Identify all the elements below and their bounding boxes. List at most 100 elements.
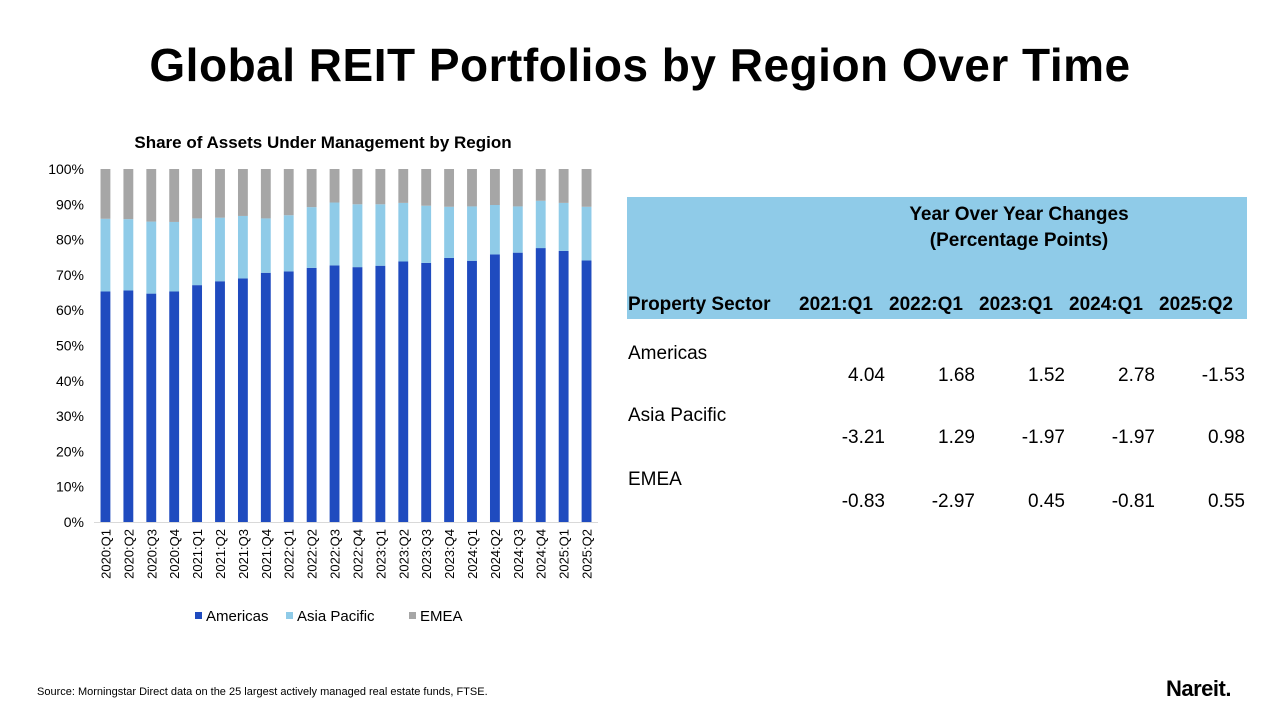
bar-segment	[581, 169, 592, 207]
bar-segment	[215, 217, 225, 282]
bar-segment	[535, 169, 546, 201]
x-tick-label: 2021:Q4	[259, 529, 274, 579]
y-tick-label: 80%	[56, 232, 84, 248]
bar-segment	[237, 169, 248, 216]
x-tick-label: 2021:Q2	[213, 529, 228, 579]
cell-value: 2.78	[1118, 365, 1155, 386]
col-header-2021q1: 2021:Q1	[799, 294, 873, 315]
bar-segment	[444, 206, 455, 258]
bar-segment	[237, 215, 248, 279]
bar-segment	[329, 169, 340, 203]
y-tick-label: 0%	[64, 514, 84, 530]
x-tick-label: 2023:Q2	[396, 529, 411, 579]
cell-value: -1.97	[1111, 427, 1155, 448]
bar-segment	[146, 293, 157, 522]
chart-title: Share of Assets Under Management by Regi…	[134, 133, 511, 152]
cell-value: 1.68	[938, 365, 975, 386]
x-tick-label: 2023:Q1	[373, 529, 388, 579]
y-tick-label: 40%	[56, 373, 84, 389]
x-tick-label: 2020:Q1	[98, 529, 113, 579]
cell-value: -0.83	[841, 491, 885, 512]
y-tick-label: 90%	[56, 196, 84, 212]
bar-segment	[306, 267, 317, 522]
legend-label: Asia Pacific	[297, 608, 375, 625]
legend-label: Americas	[206, 608, 269, 625]
legend-swatch	[409, 612, 416, 619]
x-tick-label: 2024:Q1	[465, 529, 480, 579]
cell-value: 1.29	[938, 427, 975, 448]
table-row-emea: EMEA -0.83 -2.97 0.45 -0.81 0.55	[627, 447, 1247, 512]
bar-segment	[558, 169, 569, 203]
bar-segment	[169, 221, 180, 292]
bar-segment	[467, 260, 477, 522]
yoy-column-headers: Property Sector 2021:Q1 2022:Q1 2023:Q1 …	[627, 294, 1247, 318]
page-title: Global REIT Portfolios by Region Over Ti…	[149, 39, 1131, 91]
bar-segment	[421, 262, 432, 522]
yoy-title-line2: (Percentage Points)	[929, 230, 1109, 251]
yoy-table: Year Over Year Changes (Percentage Point…	[627, 197, 1247, 512]
x-tick-label: 2024:Q2	[488, 529, 503, 579]
x-tick-label: 2024:Q4	[534, 529, 549, 579]
bar-segment	[192, 218, 203, 286]
bar-segment	[535, 200, 546, 249]
bar-segment	[581, 206, 592, 261]
bar-segment	[306, 169, 317, 208]
x-tick-label: 2022:Q3	[328, 529, 343, 579]
bar-segment	[146, 221, 157, 294]
y-tick-label: 100%	[48, 161, 84, 177]
bar-segment	[489, 205, 500, 255]
legend-label: EMEA	[420, 608, 463, 625]
bar-segment	[581, 260, 592, 522]
bar-segment	[123, 169, 134, 220]
cell-value: 4.04	[848, 365, 885, 386]
bar-segment	[237, 278, 248, 522]
bar-segment	[169, 169, 180, 222]
row-label: Asia Pacific	[628, 405, 727, 426]
bar-segment	[100, 218, 111, 292]
logo-text: Nareit	[1166, 676, 1226, 701]
nareit-logo: Nareit.	[1166, 676, 1231, 702]
col-header-2022q1: 2022:Q1	[889, 294, 963, 315]
cell-value: -1.97	[1021, 427, 1065, 448]
x-tick-label: 2025:Q1	[557, 529, 572, 579]
bar-segment	[192, 285, 203, 522]
yoy-table-header: Year Over Year Changes (Percentage Point…	[627, 197, 1247, 319]
bar-segment	[283, 271, 294, 522]
col-header-2023q1: 2023:Q1	[979, 294, 1053, 315]
bar-segment	[558, 202, 569, 251]
stacked-bar-chart: Share of Assets Under Management by Regi…	[48, 133, 598, 625]
legend-swatch	[286, 612, 293, 619]
bar-segment	[558, 250, 569, 522]
x-tick-label: 2022:Q4	[350, 529, 365, 579]
bar-segment	[467, 206, 477, 261]
logo-mark: .	[1225, 676, 1231, 701]
legend-swatch	[195, 612, 202, 619]
table-row-asia-pacific: Asia Pacific -3.21 1.29 -1.97 -1.97 0.98	[627, 383, 1247, 448]
bar-segment	[444, 169, 455, 207]
bar-segment	[169, 291, 180, 522]
bar-segment	[100, 291, 111, 522]
cell-value: 0.98	[1208, 427, 1245, 448]
bar-segment	[123, 290, 134, 522]
bar-segment	[421, 205, 432, 263]
x-tick-label: 2021:Q1	[190, 529, 205, 579]
cell-value: -0.81	[1111, 491, 1155, 512]
table-row-americas: Americas 4.04 1.68 1.52 2.78 -1.53	[627, 319, 1247, 386]
y-tick-label: 50%	[56, 338, 84, 354]
bar-segment	[512, 206, 523, 253]
bar-segment	[283, 169, 294, 216]
cell-value: -3.21	[841, 427, 885, 448]
bar-segment	[489, 169, 500, 206]
cell-value: -2.97	[931, 491, 975, 512]
x-tick-label: 2020:Q2	[121, 529, 136, 579]
bar-segment	[260, 218, 271, 273]
source-note: Source: Morningstar Direct data on the 2…	[37, 686, 488, 698]
bar-segment	[535, 248, 546, 522]
bar-segment	[489, 254, 500, 522]
col-header-2025q2: 2025:Q2	[1159, 294, 1233, 315]
x-tick-label: 2022:Q2	[305, 529, 320, 579]
x-tick-label: 2020:Q4	[167, 529, 182, 579]
bar-segment	[306, 207, 317, 268]
x-tick-label: 2022:Q1	[282, 529, 297, 579]
bar-segment	[192, 169, 203, 219]
